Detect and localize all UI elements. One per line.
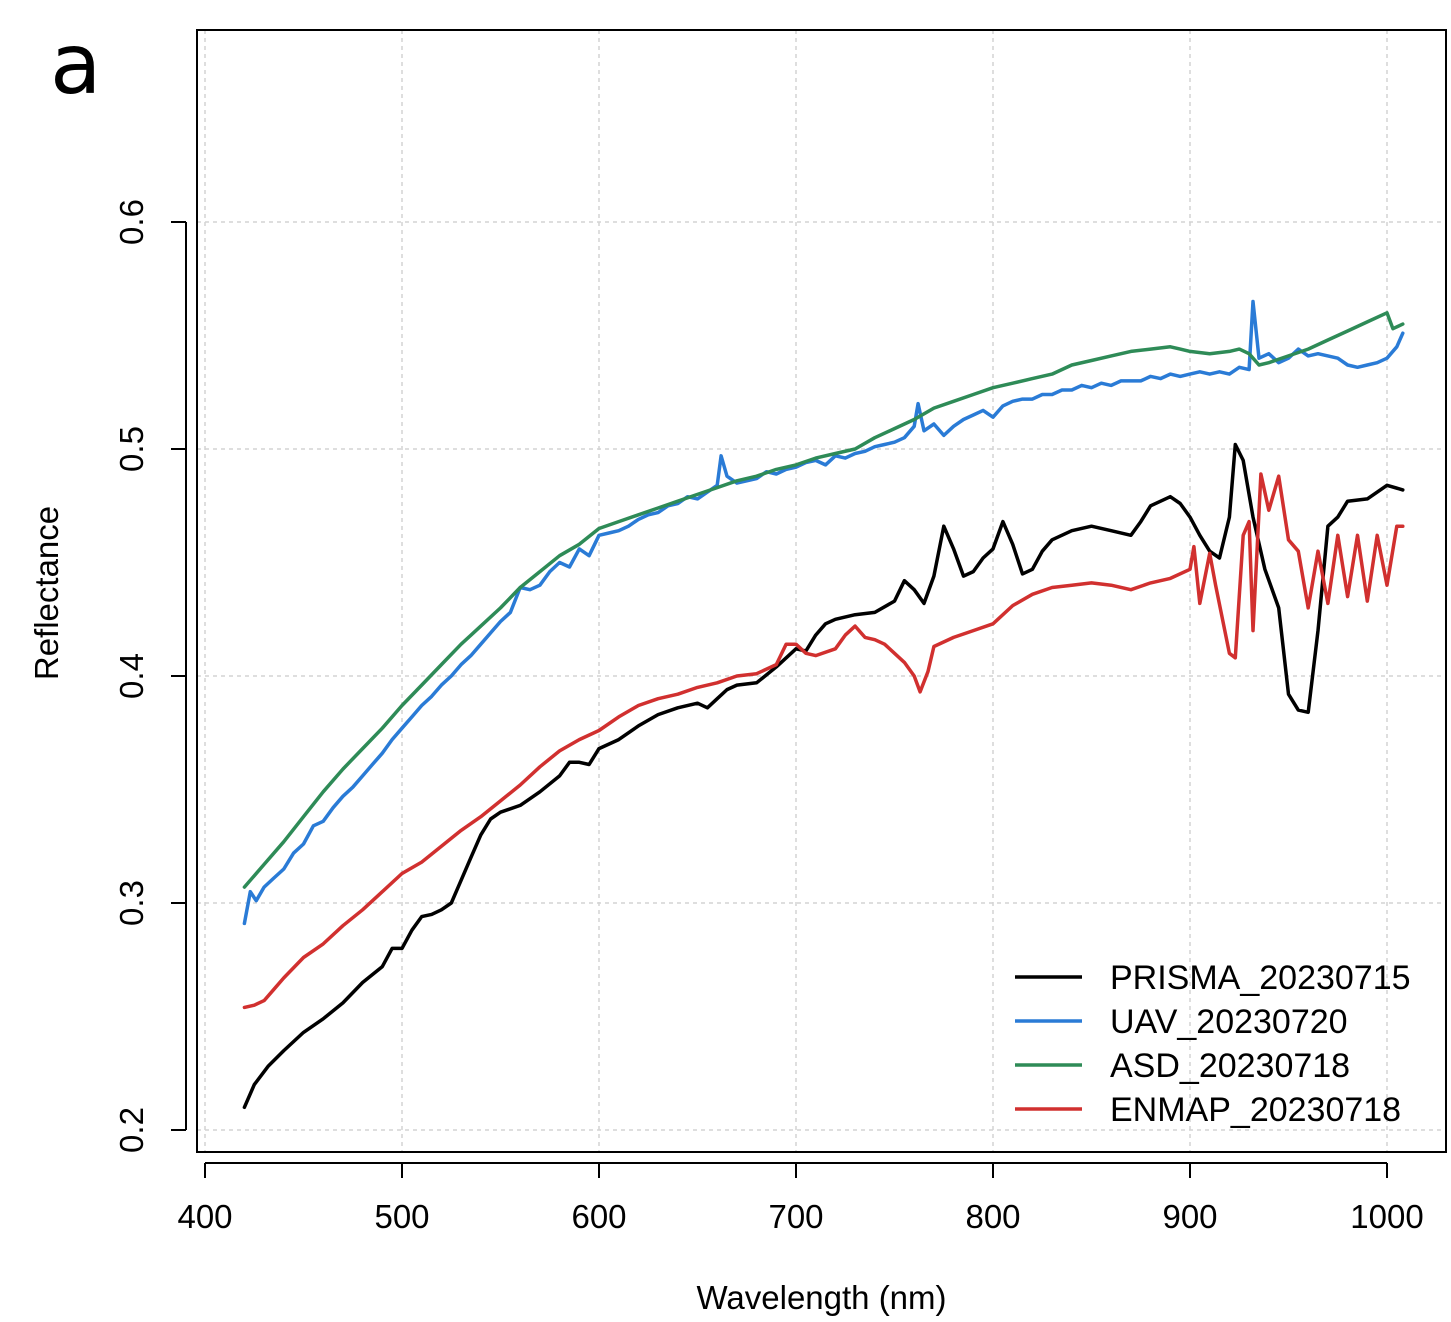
legend: PRISMA_20230715 UAV_20230720 ASD_20230718 E… [1015,959,1411,1129]
y-tick-label: 0.6 [113,199,150,245]
series-line-prisma_20230715 [242,442,1405,1110]
x-tick-label: 1000 [1350,1198,1423,1235]
y-tick-label: 0.5 [113,426,150,472]
x-tick-label: 800 [965,1198,1020,1235]
y-axis: 0.2 0.3 0.4 0.5 0.6 [113,199,187,1153]
x-tick-label: 400 [177,1198,232,1235]
series-line-enmap_20230718 [242,472,1405,1010]
x-tick-label: 900 [1162,1198,1217,1235]
x-tick-label: 500 [374,1198,429,1235]
legend-label: UAV_20230720 [1110,1003,1348,1041]
legend-label: ENMAP_20230718 [1110,1091,1401,1129]
x-axis: 400 500 600 700 800 900 1000 [177,1162,1424,1235]
grid [197,30,1446,1152]
x-tick-label: 700 [768,1198,823,1235]
y-tick-label: 0.2 [113,1107,150,1153]
series-line-asd_20230718 [242,311,1405,889]
legend-label: PRISMA_20230715 [1110,959,1411,997]
x-tick-label: 600 [571,1198,626,1235]
panel-label: a [50,15,102,113]
x-axis-title: Wavelength (nm) [696,1279,946,1316]
legend-label: ASD_20230718 [1110,1047,1350,1085]
y-tick-label: 0.3 [113,880,150,926]
y-tick-label: 0.4 [113,653,150,699]
series-line-uav_20230720 [242,299,1405,926]
series-lines [242,299,1405,1110]
y-axis-title: Reflectance [28,506,65,680]
plot-frame [196,29,1447,1153]
